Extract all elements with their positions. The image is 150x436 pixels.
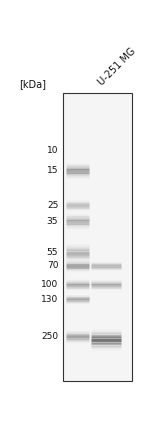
Bar <box>63 92 132 382</box>
Text: 70: 70 <box>47 261 58 270</box>
Text: [kDa]: [kDa] <box>19 79 46 89</box>
Text: 15: 15 <box>47 166 58 175</box>
Text: 25: 25 <box>47 201 58 210</box>
Text: U-251 MG: U-251 MG <box>97 46 138 88</box>
Text: 55: 55 <box>47 249 58 257</box>
Text: 35: 35 <box>47 217 58 225</box>
Text: 130: 130 <box>41 295 58 303</box>
Text: 250: 250 <box>41 332 58 341</box>
Text: 10: 10 <box>47 146 58 155</box>
Text: 100: 100 <box>41 280 58 289</box>
